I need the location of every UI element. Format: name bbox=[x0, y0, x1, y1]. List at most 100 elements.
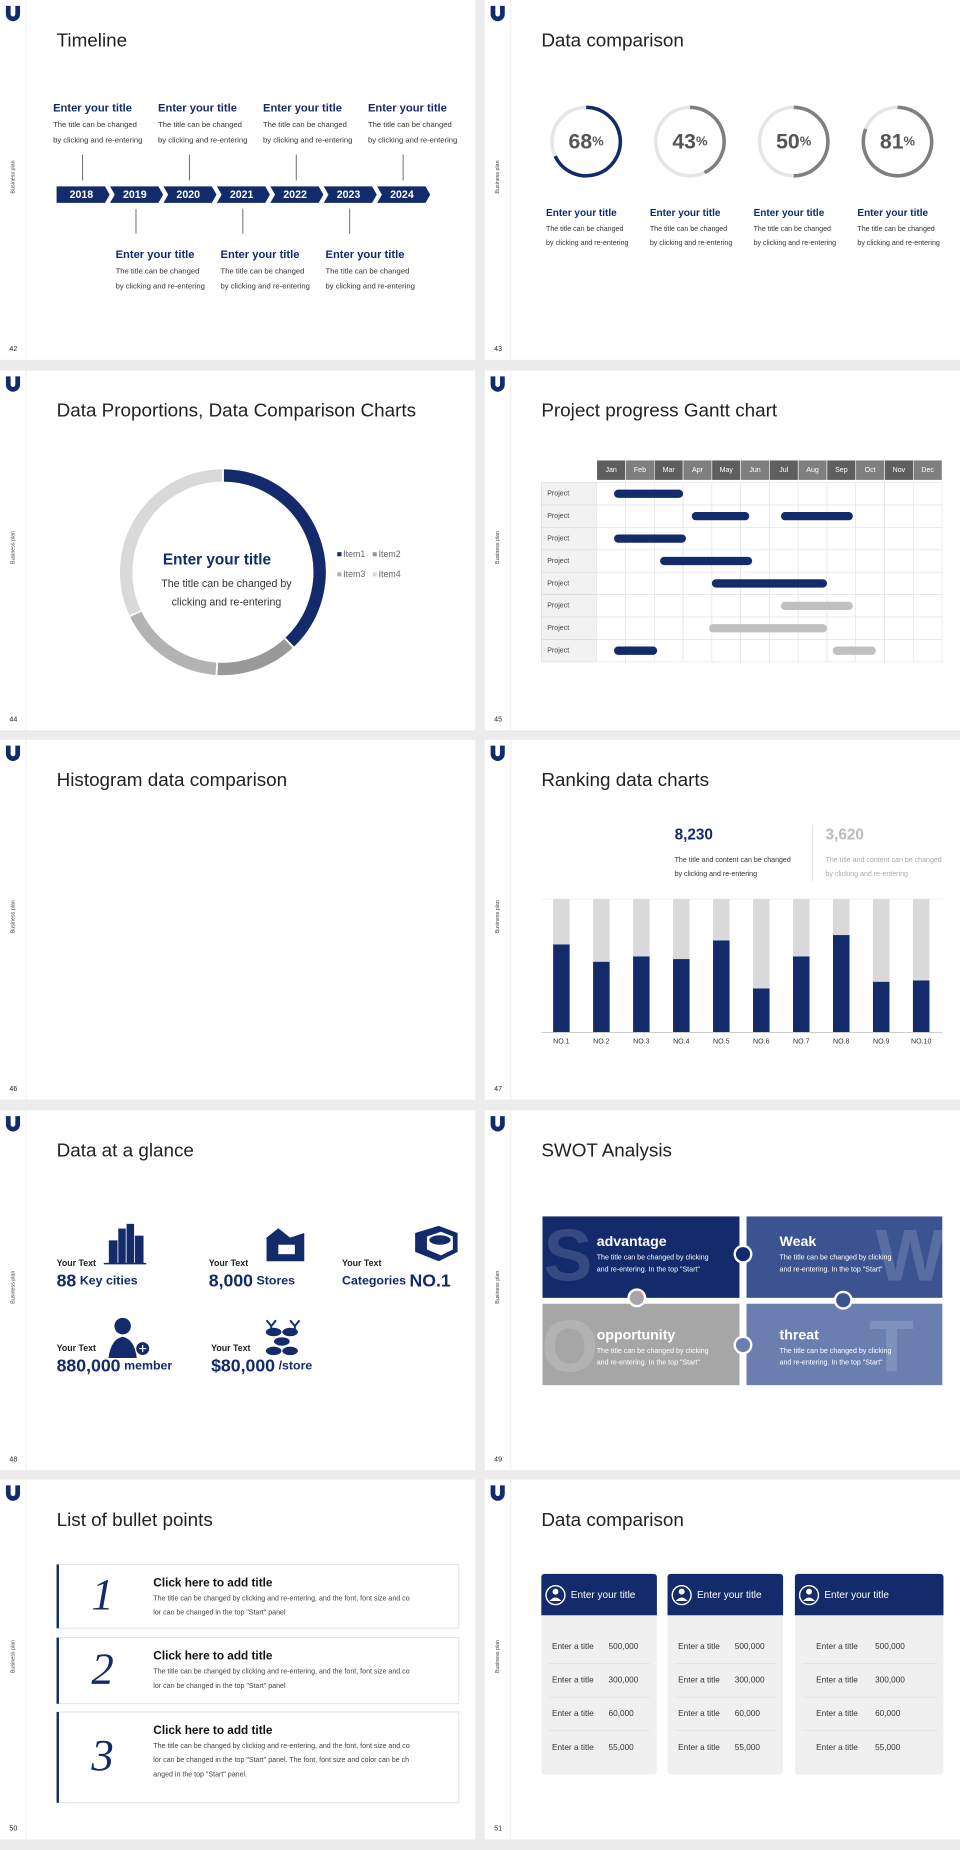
logo bbox=[5, 376, 21, 392]
row-value: 60,000 bbox=[735, 1709, 761, 1718]
item-title: Enter your title bbox=[221, 249, 300, 261]
item-text: The title can be changed bbox=[546, 226, 623, 233]
side-label: Business plan bbox=[495, 1271, 501, 1304]
card bbox=[56, 1564, 460, 1629]
gantt-bar bbox=[780, 601, 853, 610]
puzzle-knob bbox=[733, 1244, 753, 1264]
grid-cell bbox=[826, 616, 857, 640]
gantt-bar bbox=[614, 646, 658, 655]
month-label: Aug bbox=[806, 467, 819, 474]
item-big: 8,000 bbox=[209, 1270, 253, 1290]
grid-cell bbox=[826, 571, 857, 595]
item-text: by clicking and re-entering bbox=[158, 135, 247, 144]
grid-cell bbox=[826, 549, 857, 573]
card-header bbox=[667, 1573, 784, 1616]
ring-arc bbox=[861, 105, 934, 178]
legend-swatch bbox=[372, 552, 377, 557]
item-label: Your Text bbox=[342, 1258, 381, 1268]
legend-swatch bbox=[372, 572, 377, 577]
card-icon bbox=[675, 1597, 688, 1602]
card-title: Enter your title bbox=[824, 1590, 889, 1601]
swot-tile: W Weak The title can be changed by clickin… bbox=[746, 1216, 942, 1298]
grid-cell bbox=[625, 504, 655, 528]
stat-value: 3,620 bbox=[826, 826, 864, 843]
ring-value: 50 bbox=[776, 130, 800, 153]
slide: Business plan 51 Data comparison Enter your… bbox=[484, 1479, 960, 1840]
grid-cell bbox=[654, 594, 684, 618]
row-value: 55,000 bbox=[875, 1743, 901, 1752]
tile-letter: T bbox=[869, 1306, 914, 1387]
item-big: 880,000 bbox=[57, 1355, 121, 1375]
grid-cell bbox=[769, 639, 799, 663]
grid-cell bbox=[913, 616, 943, 640]
icon-part bbox=[281, 1326, 299, 1338]
month-label: Jun bbox=[749, 467, 760, 474]
grid-cell bbox=[654, 504, 684, 528]
item-label: Your Text bbox=[57, 1343, 96, 1353]
tile-title: threat bbox=[780, 1326, 820, 1342]
item-after: Stores bbox=[257, 1274, 296, 1288]
item-text: The title can be changed bbox=[158, 120, 242, 129]
card-title: Enter your title bbox=[697, 1590, 762, 1601]
bar-segment bbox=[793, 899, 810, 957]
row-label: Project bbox=[547, 558, 569, 565]
grid-cell bbox=[855, 504, 885, 528]
card-icon bbox=[671, 1585, 692, 1606]
icon-part bbox=[281, 1345, 299, 1357]
slide: Business plan 49 SWOT Analysis S advantage Th… bbox=[484, 1110, 960, 1471]
grid-cell bbox=[682, 571, 713, 595]
row-label: Enter a title bbox=[678, 1676, 720, 1685]
stat-value: 8,230 bbox=[675, 826, 713, 843]
bar-segment bbox=[593, 961, 610, 1033]
grid-cell bbox=[855, 616, 885, 640]
row-label: Enter a title bbox=[816, 1642, 858, 1651]
grid-cell bbox=[797, 482, 828, 506]
logo bbox=[490, 1116, 505, 1132]
item-title: Enter your title bbox=[546, 208, 617, 219]
grid-cell bbox=[884, 616, 914, 640]
grid-cell bbox=[884, 549, 914, 573]
tile-text: and re-entering. In the top "Start" bbox=[597, 1266, 701, 1273]
icon-part bbox=[273, 1336, 291, 1347]
row-label: Enter a title bbox=[816, 1709, 858, 1718]
gantt-bar bbox=[711, 579, 827, 588]
ring-unit: % bbox=[592, 134, 604, 149]
icon-part bbox=[429, 1235, 451, 1245]
side-label: Business plan bbox=[10, 900, 16, 933]
slide: Business plan 47 Ranking data charts 8,230 T… bbox=[484, 739, 960, 1100]
year-label: 2021 bbox=[230, 189, 254, 201]
grid-cell bbox=[596, 504, 626, 528]
x-tick-label: NO.1 bbox=[553, 1039, 570, 1046]
card-text: lor can be changed in the top "Start" pa… bbox=[153, 1757, 409, 1764]
bar-segment bbox=[633, 956, 650, 1033]
grid-cell bbox=[913, 527, 943, 551]
card-title: Click here to add title bbox=[153, 1576, 273, 1589]
gantt-bar bbox=[614, 534, 686, 543]
item-title: Enter your title bbox=[263, 102, 342, 114]
slide: Business plan 43 Data comparison 68% Enter y… bbox=[484, 0, 960, 360]
side-label: Business plan bbox=[10, 1640, 16, 1673]
card-icon bbox=[803, 1597, 815, 1602]
grid-cell bbox=[625, 549, 655, 573]
icon-part bbox=[114, 1317, 131, 1335]
slide-bg bbox=[0, 0, 476, 360]
grid-cell bbox=[855, 527, 885, 551]
item-text: The title can be changed bbox=[650, 226, 727, 233]
item-value: $80,000/store bbox=[211, 1355, 312, 1375]
stat-text: by clicking and re-entering bbox=[675, 871, 757, 878]
row-label: Enter a title bbox=[816, 1676, 858, 1685]
item-text: by clicking and re-entering bbox=[221, 282, 310, 291]
side-label: Business plan bbox=[495, 531, 501, 564]
row-label: Enter a title bbox=[816, 1743, 858, 1752]
grid-cell bbox=[625, 571, 655, 595]
item-title: Enter your title bbox=[326, 249, 405, 261]
card-number: 3 bbox=[90, 1730, 113, 1780]
card-text: The title can be changed by clicking and… bbox=[153, 1669, 409, 1676]
row-value: 300,000 bbox=[609, 1676, 639, 1685]
year-label: 2024 bbox=[390, 189, 414, 201]
item-text: by clicking and re-entering bbox=[546, 240, 628, 247]
row-label: Enter a title bbox=[552, 1743, 594, 1752]
grid-cell bbox=[682, 594, 713, 618]
row-value: 500,000 bbox=[735, 1642, 765, 1651]
